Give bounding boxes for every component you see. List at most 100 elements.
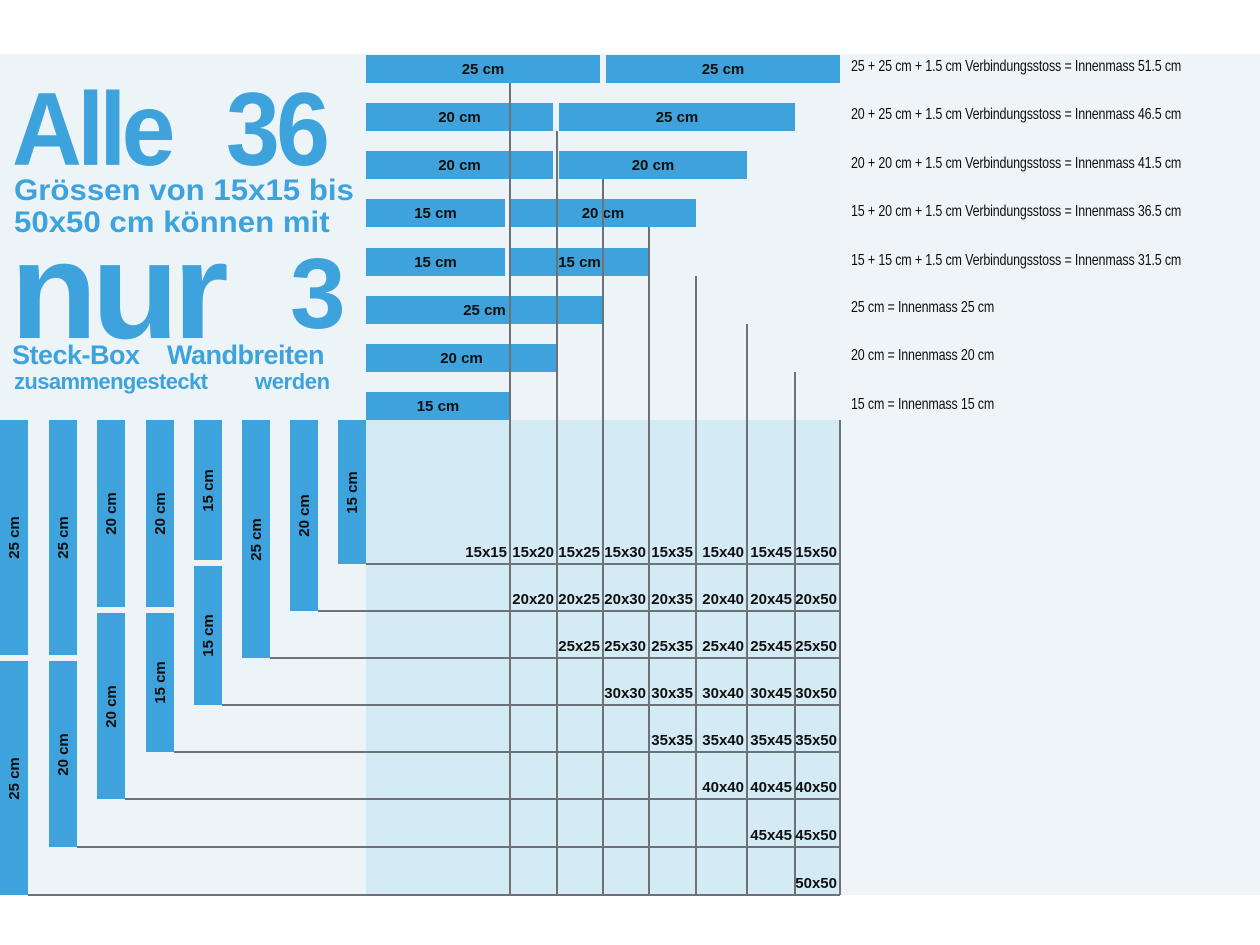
headline-zusammen: zusammengesteckt	[14, 369, 208, 394]
size-cell-label: 45x50	[795, 827, 837, 844]
vertical-wall-piece-label: 15 cm	[199, 614, 217, 657]
headline-number-3: 3	[290, 238, 346, 350]
size-cell-label: 20x35	[651, 591, 693, 608]
grid-horizontal-line	[222, 704, 840, 706]
size-cell-label: 25x50	[795, 638, 837, 655]
size-cell-label: 40x45	[750, 779, 792, 796]
vertical-wall-piece: 15 cm	[338, 420, 366, 564]
formula-text: 20 + 25 cm + 1.5 cm Verbindungsstoss = I…	[851, 106, 1182, 123]
vertical-wall-piece: 25 cm	[0, 661, 28, 895]
headline-steckbox: Steck-Box	[12, 340, 140, 370]
grid-vertical-line	[602, 179, 604, 895]
size-cell-label: 20x45	[750, 591, 792, 608]
size-cell-label: 15x30	[604, 544, 646, 561]
size-cell-label: 35x45	[750, 732, 792, 749]
horizontal-wall-piece: 25 cm	[366, 55, 600, 83]
size-cell-label: 20x40	[702, 591, 744, 608]
horizontal-wall-piece: 15 cm	[366, 392, 510, 420]
headline-nur: nur	[10, 214, 229, 368]
grid-vertical-line	[746, 324, 748, 895]
size-cell-label: 25x35	[651, 638, 693, 655]
size-cell-label: 30x45	[750, 685, 792, 702]
grid-vertical-line	[695, 276, 697, 895]
vertical-wall-piece-label: 20 cm	[102, 492, 120, 535]
horizontal-wall-piece: 25 cm	[559, 103, 795, 131]
formula-text: 25 + 25 cm + 1.5 cm Verbindungsstoss = I…	[851, 58, 1182, 75]
size-cell-label: 25x25	[558, 638, 600, 655]
grid-horizontal-line	[318, 610, 840, 612]
grid-horizontal-line	[366, 563, 840, 565]
vertical-wall-piece-label: 25 cm	[5, 516, 23, 559]
size-cell-label: 15x45	[750, 544, 792, 561]
vertical-wall-piece-label: 25 cm	[5, 756, 23, 800]
headline-werden: werden	[255, 369, 330, 394]
vertical-wall-piece-label: 25 cm	[247, 517, 265, 561]
vertical-wall-piece: 20 cm	[290, 420, 318, 611]
size-cell-label: 15x35	[651, 544, 693, 561]
formula-text: 20 cm = Innenmass 20 cm	[851, 347, 995, 364]
vertical-wall-piece: 15 cm	[194, 566, 222, 705]
size-cell-label: 15x50	[795, 544, 837, 561]
horizontal-wall-piece: 20 cm	[366, 151, 553, 179]
vertical-wall-piece: 25 cm	[0, 420, 28, 655]
horizontal-wall-piece: 25 cm	[366, 296, 603, 324]
size-cell-label: 30x50	[795, 685, 837, 702]
vertical-wall-piece: 25 cm	[49, 420, 77, 655]
headline-alle: Alle	[12, 72, 175, 188]
size-cell-label: 40x50	[795, 779, 837, 796]
grid-horizontal-line	[174, 751, 840, 753]
vertical-wall-piece-label: 15 cm	[199, 468, 217, 512]
size-cell-label: 15x25	[558, 544, 600, 561]
size-cell-label: 15x15	[465, 544, 507, 561]
vertical-wall-piece-label: 20 cm	[102, 684, 120, 728]
size-cell-label: 15x40	[702, 544, 744, 561]
vertical-wall-piece-label: 25 cm	[54, 516, 72, 559]
size-cell-label: 35x35	[651, 732, 693, 749]
headline-line-1: Grössen von 15x15 bis	[14, 174, 354, 207]
formula-text: 15 + 20 cm + 1.5 cm Verbindungsstoss = I…	[851, 203, 1182, 220]
grid-horizontal-line	[28, 894, 840, 896]
size-cell-label: 45x45	[750, 827, 792, 844]
horizontal-wall-piece: 20 cm	[366, 344, 557, 372]
grid-vertical-line	[509, 83, 511, 895]
formula-text: 25 cm = Innenmass 25 cm	[851, 299, 995, 316]
vertical-wall-piece: 20 cm	[97, 420, 125, 607]
grid-vertical-line	[794, 372, 796, 895]
grid-horizontal-line	[125, 798, 840, 800]
size-cell-label: 20x50	[795, 591, 837, 608]
vertical-wall-piece: 15 cm	[146, 613, 174, 752]
size-cell-label: 20x30	[604, 591, 646, 608]
size-cell-label: 50x50	[795, 875, 837, 892]
horizontal-wall-piece: 20 cm	[559, 151, 747, 179]
horizontal-wall-piece: 15 cm	[510, 248, 649, 276]
headline-number-36: 36	[226, 72, 330, 188]
vertical-wall-piece: 15 cm	[194, 420, 222, 560]
formula-text: 15 cm = Innenmass 15 cm	[851, 396, 995, 413]
grid-horizontal-line	[77, 846, 840, 848]
formula-text: 20 + 20 cm + 1.5 cm Verbindungsstoss = I…	[851, 155, 1182, 172]
size-cell-label: 30x35	[651, 685, 693, 702]
grid-vertical-line	[648, 227, 650, 895]
vertical-wall-piece-label: 15 cm	[343, 470, 361, 514]
horizontal-wall-piece: 15 cm	[366, 248, 505, 276]
vertical-wall-piece-label: 20 cm	[151, 492, 169, 535]
size-cell-label: 35x40	[702, 732, 744, 749]
horizontal-wall-piece: 15 cm	[366, 199, 505, 227]
formula-panel	[840, 54, 1260, 895]
grid-vertical-line	[556, 131, 558, 895]
size-cell-label: 35x50	[795, 732, 837, 749]
size-cell-label: 25x40	[702, 638, 744, 655]
size-cell-label: 30x40	[702, 685, 744, 702]
vertical-wall-piece-label: 20 cm	[295, 494, 313, 537]
vertical-wall-piece: 20 cm	[146, 420, 174, 607]
vertical-wall-piece: 20 cm	[97, 613, 125, 799]
vertical-wall-piece: 20 cm	[49, 661, 77, 847]
vertical-wall-piece-label: 20 cm	[54, 732, 72, 776]
size-cell-label: 20x25	[558, 591, 600, 608]
size-cell-label: 25x30	[604, 638, 646, 655]
grid-horizontal-line	[270, 657, 840, 659]
size-cell-label: 25x45	[750, 638, 792, 655]
headline-wandbreiten: Wandbreiten	[167, 340, 325, 370]
size-cell-label: 40x40	[702, 779, 744, 796]
